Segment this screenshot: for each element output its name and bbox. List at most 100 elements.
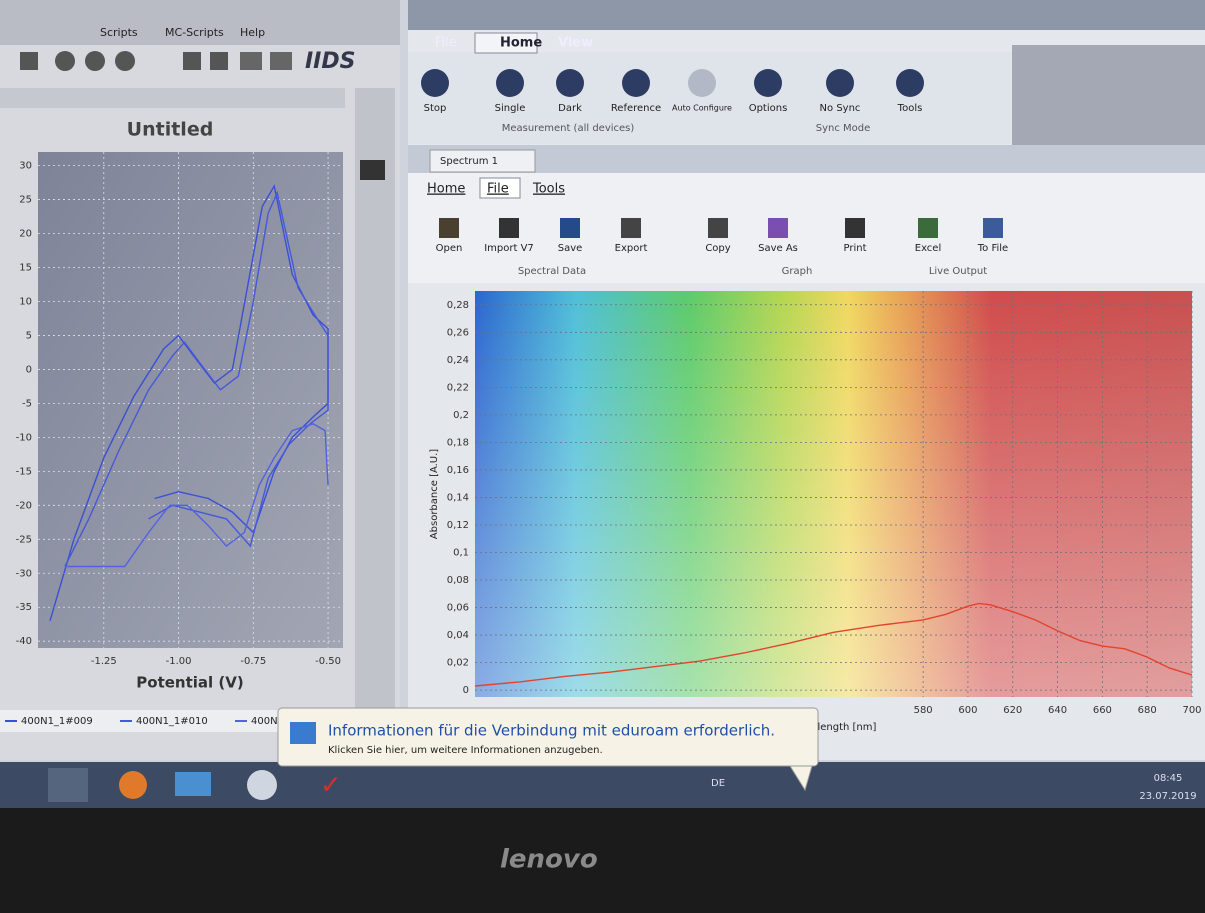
y-tick-label: 0,26 [447,327,469,338]
y-tick-label: 5 [26,330,32,341]
legend-label: 400N1_1#009 [21,716,93,727]
inner-button[interactable]: Export [615,243,648,254]
ui: File Home View Stop Single Dark Reference Auto … [421,32,1008,277]
notification-body[interactable]: Klicken Sie hier, um weitere Information… [328,745,603,756]
ribbon-button[interactable]: Tools [897,103,923,114]
taskbar-apps[interactable]: ✓ [48,768,342,802]
y-tick-label: -20 [16,500,32,511]
document-tab[interactable] [429,149,536,173]
x-tick-label: -0.75 [240,656,266,667]
y-tick-label: 0 [463,685,469,696]
inner-button[interactable]: Save [558,243,583,254]
inner-button-icon[interactable] [708,218,728,238]
ribbon-button-icon[interactable] [896,69,924,97]
x-tick-label: 580 [914,705,933,716]
inner-tab[interactable]: Home [427,182,465,197]
x-tick-label: -1.00 [166,656,192,667]
data-line [64,190,329,567]
menu-item[interactable]: Scripts [100,26,138,39]
left-toolbar [20,51,292,71]
inner-button-icon[interactable] [918,218,938,238]
side-panel-item [360,160,385,180]
ribbon-button[interactable]: Stop [424,103,447,114]
obscured-area [1012,45,1205,145]
ribbon-button-icon[interactable] [622,69,650,97]
x-axis-label: Wavelength [nm] [790,722,876,733]
x-axis-label: Potential (V) [136,674,243,692]
y-tick-label: 0,04 [447,630,469,641]
inner-button-icon[interactable] [983,218,1003,238]
ribbon-button[interactable]: Options [749,103,788,114]
y-tick-label: -10 [16,432,32,443]
notification[interactable] [277,707,819,792]
y-tick-label: 25 [19,195,32,206]
y-tick-label: 30 [19,161,32,172]
inner-button-icon[interactable] [845,218,865,238]
inner-button[interactable]: To File [977,243,1008,254]
y-tick-label: 0,12 [447,520,469,531]
y-tick-label: -35 [16,602,32,613]
ribbon-tab[interactable]: Home [500,36,542,51]
x-tick-label: 660 [1093,705,1112,716]
ribbon-button-icon[interactable] [688,69,716,97]
language[interactable]: DE [711,778,725,789]
inner-button-icon[interactable] [560,218,580,238]
ribbon-button[interactable]: Single [495,103,526,114]
ribbon-group: Sync Mode [816,123,871,134]
legend-label: 400N1_1#010 [136,716,208,727]
inner-tab[interactable]: File [487,182,509,197]
document-tab-label[interactable]: Spectrum 1 [440,156,498,167]
ribbon-button-icon[interactable] [754,69,782,97]
menu-item[interactable]: Help [240,26,265,39]
inner-button[interactable]: Open [436,243,463,254]
spectrum-fade [475,291,1192,697]
ribbon-button[interactable]: Dark [558,103,582,114]
inner-button-icon[interactable] [621,218,641,238]
brand: lenovo [500,845,598,875]
y-tick-label: -5 [22,398,32,409]
x-tick-label: -1.25 [91,656,117,667]
inner-button[interactable]: Save As [758,243,798,254]
x-tick-label: -0.50 [315,656,341,667]
chart-title: Untitled [127,119,214,141]
inner-ribbon [408,173,1205,283]
ribbon-button-icon[interactable] [421,69,449,97]
ribbon-group: Measurement (all devices) [502,123,635,134]
ribbon-tab[interactable]: File [435,36,457,51]
app-icon[interactable]: ✓ [320,771,342,801]
ribbon-button-icon[interactable] [556,69,584,97]
inner-button-icon[interactable] [439,218,459,238]
y-tick-label: 0,2 [453,410,469,421]
ribbon-button[interactable]: Auto Configure [672,104,732,113]
ribbon-button-icon[interactable] [496,69,524,97]
y-tick-label: 0,28 [447,300,469,311]
inner-button[interactable]: Excel [915,243,942,254]
menu-item[interactable]: MC-Scripts [165,26,224,39]
y-tick-label: 10 [19,296,32,307]
inner-group: Live Output [929,266,987,277]
inner-button[interactable]: Import V7 [484,243,534,254]
clock-date[interactable]: 23.07.2019 [1139,791,1196,802]
inner-button-icon[interactable] [499,218,519,238]
y-tick-label: -15 [16,466,32,477]
notification-title[interactable]: Informationen für die Verbindung mit edu… [328,722,775,740]
y-tick-label: 0,1 [453,547,469,558]
clock-time[interactable]: 08:45 [1154,773,1183,784]
inner-button[interactable]: Copy [705,243,730,254]
inner-tab[interactable]: Tools [532,182,565,197]
title-bar [408,0,1205,30]
chart-toolbar [0,88,345,108]
data-line [49,184,329,621]
ribbon-tab-active [474,32,538,54]
ribbon-button-icon[interactable] [826,69,854,97]
ribbon-button[interactable]: No Sync [820,103,861,114]
y-tick-label: 0,24 [447,355,469,366]
inner-button-icon[interactable] [768,218,788,238]
plot-background [38,152,343,648]
ribbon-tab[interactable]: View [558,36,593,51]
y-tick-label: -30 [16,568,32,579]
inner-button[interactable]: Print [843,243,866,254]
inner-group: Graph [782,266,813,277]
ribbon-button[interactable]: Reference [611,103,661,114]
